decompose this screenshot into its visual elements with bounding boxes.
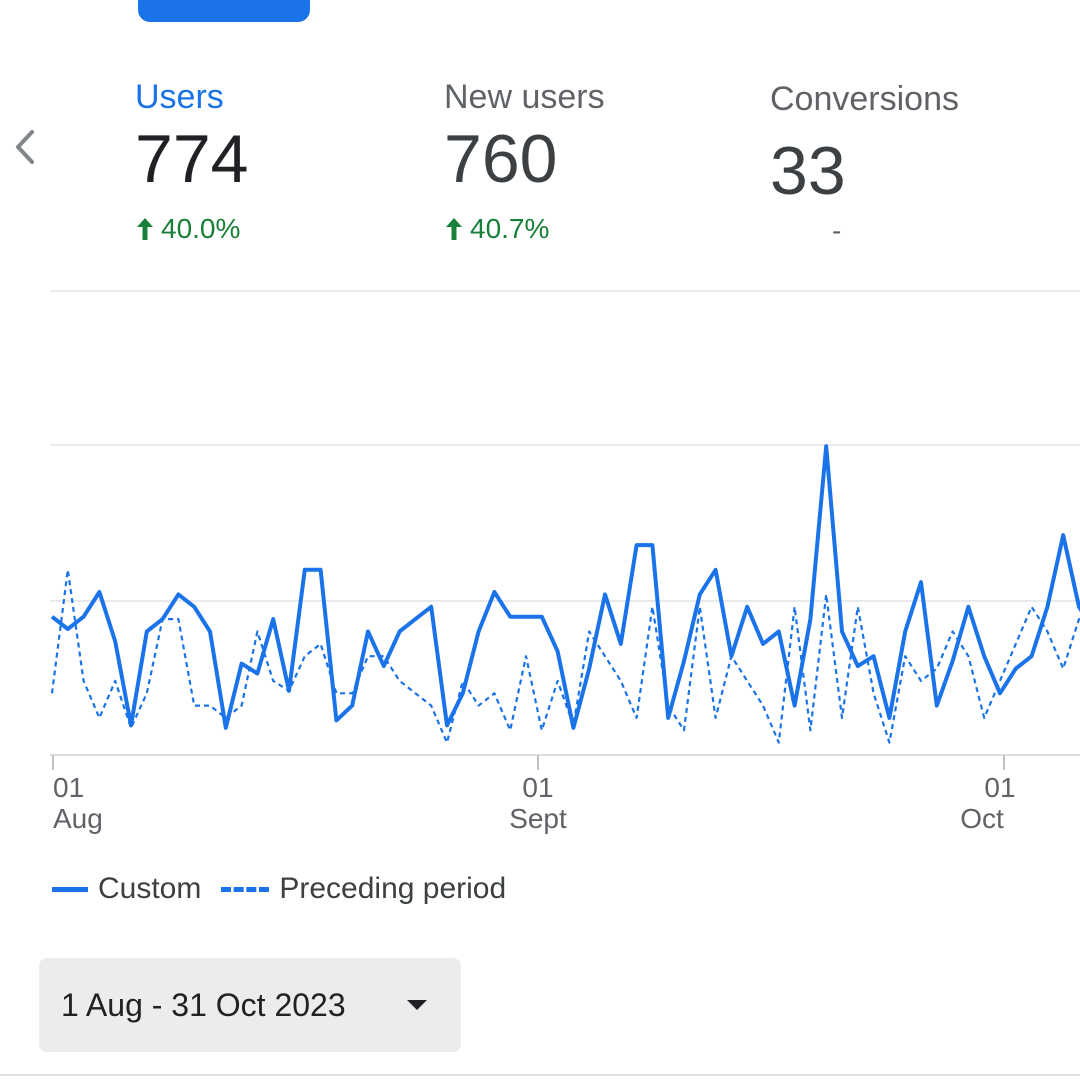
legend-preceding-label: Preceding period	[279, 872, 507, 905]
x-tick-day: 01	[984, 772, 1015, 803]
new-users-label: New users	[444, 78, 605, 116]
users-delta: 40.0%	[135, 213, 248, 245]
arrow-up-icon	[446, 218, 462, 240]
new-users-delta-value: 40.7%	[470, 213, 550, 244]
conversions-label: Conversions	[770, 80, 959, 118]
new-users-metric-card[interactable]: New users 760 40.7%	[444, 78, 605, 245]
users-value: 774	[135, 121, 249, 197]
divider	[50, 290, 1080, 292]
conversions-delta: -	[832, 215, 842, 246]
users-delta-value: 40.0%	[161, 213, 241, 244]
users-label: Users	[135, 78, 224, 116]
series-line-preceding	[50, 568, 1080, 744]
arrow-up-icon	[137, 218, 153, 240]
chart-legend: Custom Preceding period	[52, 872, 506, 906]
legend-dashed-swatch	[221, 886, 270, 892]
x-tick-day: 01	[53, 772, 84, 803]
x-tick-month: Aug	[53, 803, 103, 834]
x-tick-day: 01	[522, 772, 553, 803]
series-line-custom	[50, 444, 1080, 730]
legend-solid-swatch	[52, 886, 88, 892]
users-metric-card[interactable]: Users 774 40.0%	[135, 78, 248, 245]
legend-custom-label: Custom	[98, 872, 202, 905]
conversions-value: 33	[770, 133, 846, 209]
chevron-left-icon[interactable]	[6, 124, 40, 170]
x-tick-month: Oct	[960, 803, 1004, 834]
x-tick-month: Sept	[509, 803, 567, 834]
bottom-divider	[0, 1074, 1080, 1076]
selected-tab-indicator	[138, 0, 310, 22]
new-users-value: 760	[444, 121, 558, 197]
caret-down-icon	[407, 1000, 427, 1010]
conversions-metric-card[interactable]: Conversions 33 -	[770, 80, 959, 247]
date-range-label: 1 Aug - 31 Oct 2023	[61, 986, 346, 1023]
date-range-selector[interactable]: 1 Aug - 31 Oct 2023	[39, 958, 461, 1052]
new-users-delta: 40.7%	[444, 213, 605, 245]
